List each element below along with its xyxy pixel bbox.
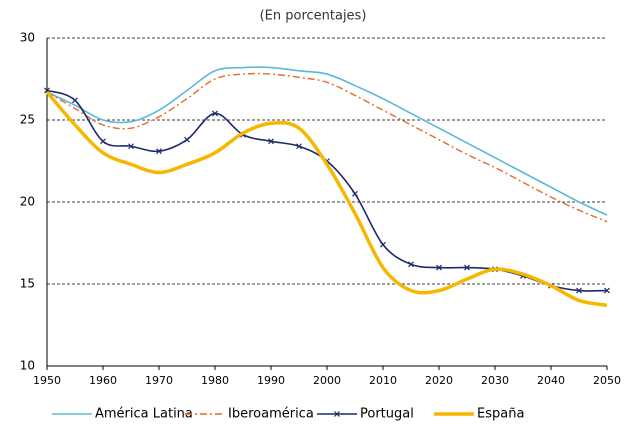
x-tick-label: 2010: [369, 374, 397, 387]
point-marker: [184, 136, 190, 143]
chart-subtitle: (En porcentajes): [260, 9, 367, 24]
series-line: [45, 90, 608, 308]
legend-marker: [334, 411, 340, 417]
point-marker: [604, 287, 610, 294]
point-marker: [436, 264, 442, 271]
point-marker: [128, 143, 134, 150]
x-tick-label: 1990: [257, 374, 285, 387]
point-marker: [408, 261, 414, 268]
point-marker: [352, 190, 358, 197]
x-tick-label: 2000: [313, 374, 341, 387]
point-marker: [100, 138, 106, 145]
point-marker: [268, 138, 274, 145]
y-tick-label: 15: [20, 277, 35, 291]
x-tick-label: 2020: [425, 374, 453, 387]
x-tick-label: 1970: [145, 374, 173, 387]
y-tick-label: 30: [20, 31, 35, 45]
y-tick-label: 10: [20, 359, 35, 373]
point-marker: [380, 241, 386, 248]
x-tick-label: 1960: [89, 374, 117, 387]
y-tick-label: 20: [20, 195, 35, 209]
x-tick-label: 2050: [593, 374, 621, 387]
point-marker: [464, 264, 470, 271]
x-tick-label: 2040: [537, 374, 565, 387]
point-marker: [296, 143, 302, 150]
legend-label: Iberoamérica: [228, 407, 314, 422]
point-marker: [72, 97, 78, 104]
legend-label: España: [477, 407, 524, 422]
x-tick-label: 2030: [481, 374, 509, 387]
point-marker: [576, 287, 582, 294]
x-tick-label: 1980: [201, 374, 229, 387]
series-line: [46, 66, 608, 216]
x-tick-label: 1950: [33, 374, 61, 387]
point-marker: [156, 148, 162, 155]
legend-label: América Latina: [95, 407, 193, 422]
series-line: [46, 72, 608, 223]
y-tick-label: 25: [20, 113, 35, 127]
legend-label: Portugal: [360, 407, 414, 422]
series-line: [46, 89, 608, 292]
point-marker: [212, 110, 218, 117]
